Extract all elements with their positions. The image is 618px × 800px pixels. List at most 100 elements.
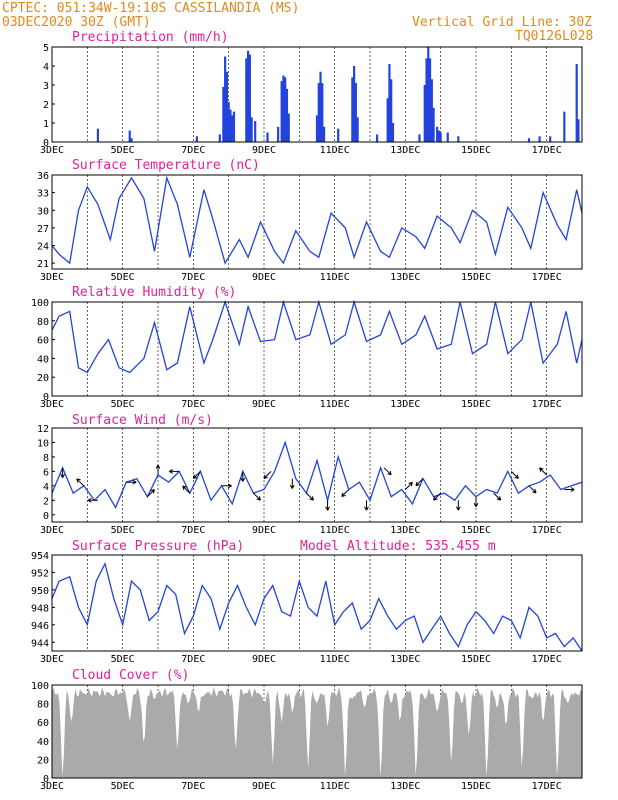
precip-bar [247,50,250,142]
x-tick-label: 11DEC [320,145,350,156]
y-tick-label: 946 [31,621,49,632]
precip-bar [439,132,442,142]
x-tick-label: 3DEC [40,525,64,536]
station-title: CPTEC: 051:34W-19:10S CASSILANDIA (MS) [2,1,299,16]
y-tick-label: 2 [43,100,49,111]
y-tick-label: 27 [37,224,49,235]
precip-bar [229,109,232,142]
x-tick-label: 13DEC [390,781,420,792]
wind-vector-arrow [404,481,413,490]
precip-bar [319,71,322,142]
x-tick-label: 5DEC [111,272,135,283]
x-tick-label: 7DEC [181,525,205,536]
panel-5: Surface Pressure (hPa) Model Altitude: 53… [31,539,583,665]
y-tick-label: 24 [37,242,49,253]
panel-frame [51,174,583,270]
precip-bar [577,119,580,142]
y-tick-label: 5 [43,43,49,54]
y-tick-label: 8 [43,453,49,464]
x-tick-label: 11DEC [320,272,350,283]
x-tick-label: 5DEC [111,399,135,410]
x-tick-label: 3DEC [40,145,64,156]
precip-bar [423,85,426,142]
x-tick-label: 9DEC [252,781,276,792]
x-tick-label: 3DEC [40,399,64,410]
precip-bar [282,75,285,142]
series-line [51,440,583,509]
x-tick-label: 3DEC [40,272,64,283]
precip-bar [248,54,251,142]
precip-bar [231,115,234,142]
x-tick-label: 15DEC [461,781,491,792]
wind-vector-arrow [147,489,155,498]
precip-bar [245,58,248,142]
x-tick-label: 15DEC [461,654,491,665]
precip-bar [222,86,225,142]
x-tick-label: 9DEC [252,399,276,410]
precip-bar [315,115,319,142]
precip-bar [284,77,287,142]
wind-vector-arrow [306,492,314,501]
precip-bar [280,81,283,142]
x-tick-label: 3DEC [40,654,64,665]
y-tick-label: 0 [43,774,49,785]
precip-bar [232,111,236,142]
y-tick-label: 60 [37,718,49,729]
x-tick-label: 7DEC [181,145,205,156]
panel-title: Relative Humidity (%) [72,285,236,300]
precip-bar [195,136,198,142]
panel-title: Cloud Cover (%) [72,668,189,683]
y-tick-label: 12 [37,424,49,435]
precip-bar [351,77,354,142]
x-tick-label: 9DEC [252,654,276,665]
wind-vector-arrow [87,497,98,503]
precip-bar [227,102,230,142]
precip-bar [277,126,280,142]
precip-bar [337,128,340,142]
precip-bar [427,47,430,142]
series-line [51,561,583,652]
x-tick-label: 17DEC [532,654,562,665]
wind-vector-arrow [155,464,161,475]
panel-subtitle: Model Altitude: 535.455 m [300,539,496,554]
panel-frame [51,301,583,397]
x-tick-label: 17DEC [532,525,562,536]
y-tick-label: 954 [31,551,49,562]
x-tick-label: 17DEC [532,781,562,792]
x-tick-label: 13DEC [390,272,420,283]
precip-bar [388,64,391,142]
precip-bar [437,130,440,142]
y-tick-label: 950 [31,586,49,597]
panel-6: Cloud Cover (%) 0 20 40 60 80 100 3DEC 5DEC 7DEC 9… [31,668,583,792]
x-tick-label: 13DEC [390,525,420,536]
run-date: 03DEC2020 30Z (GMT) [2,15,151,30]
panel-2: Surface Temperature (nC) 21 24 27 30 33 36 3DEC… [37,158,583,283]
panel-frame [51,46,583,143]
y-tick-label: 30 [37,206,49,217]
series-line [51,175,583,265]
precip-bar [563,111,566,142]
precip-bar [266,132,269,142]
precip-bar [218,134,221,142]
wind-vector-arrow [473,496,479,507]
x-tick-label: 5DEC [111,145,135,156]
y-tick-label: 952 [31,568,49,579]
precip-bar [428,58,432,142]
precip-bar [225,71,228,142]
panel-4: Surface Wind (m/s) 0 2 4 6 8 10 12 3DEC 5DEC 7DEC 9… [37,413,583,536]
x-tick-label: 17DEC [532,145,562,156]
x-tick-label: 5DEC [111,654,135,665]
panel-frame [51,427,583,523]
x-tick-label: 13DEC [390,145,420,156]
precip-bar [356,117,359,142]
panel-3: Relative Humidity (%) 0 20 40 60 80 100 3DEC 5DE… [31,285,583,410]
precip-bar [430,79,433,142]
x-tick-label: 13DEC [390,399,420,410]
wind-vector-arrow [289,478,295,489]
x-tick-label: 11DEC [320,781,350,792]
wind-vector-arrow [564,487,575,492]
x-tick-label: 5DEC [111,781,135,792]
y-tick-label: 20 [37,373,49,384]
wind-vector-arrow [192,471,201,479]
